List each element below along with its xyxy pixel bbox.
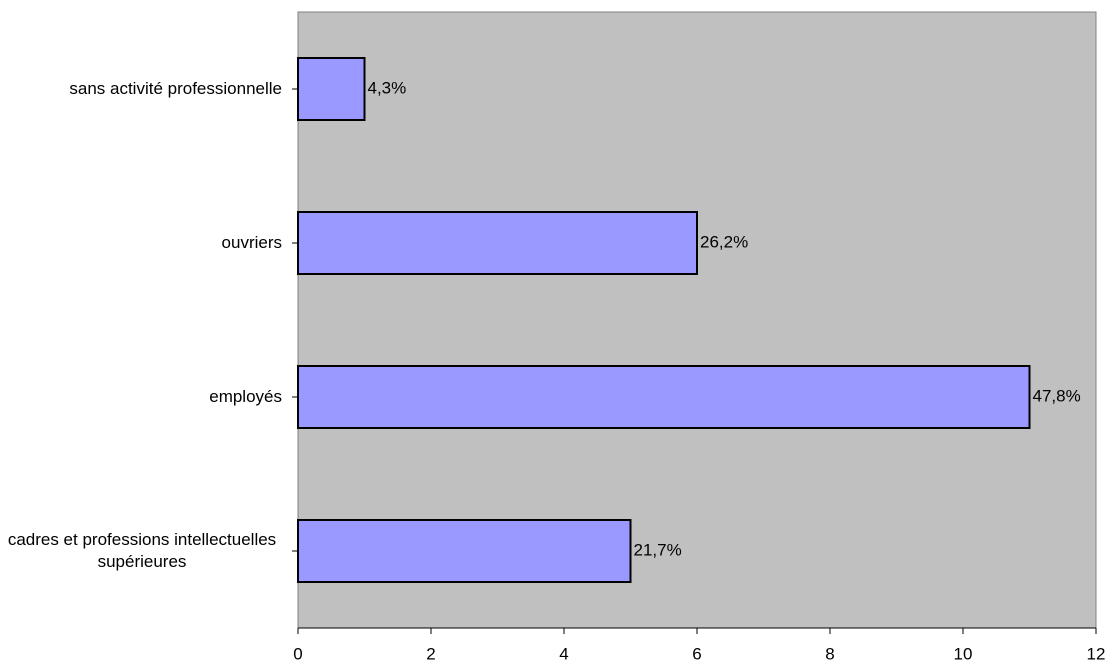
value-label: 26,2% [700, 232, 748, 251]
bar [297, 211, 698, 275]
value-label: 21,7% [634, 540, 682, 559]
x-tick-label: 0 [293, 644, 302, 663]
y-tick-label: sans activité professionnelle [69, 79, 282, 98]
x-tick-label: 2 [426, 644, 435, 663]
value-label: 47,8% [1033, 386, 1081, 405]
y-tick-label: ouvriers [221, 233, 282, 252]
x-tick-label: 4 [559, 644, 568, 663]
value-label: 4,3% [368, 78, 407, 97]
x-tick-label: 8 [825, 644, 834, 663]
bar [297, 365, 1031, 429]
bar [297, 519, 632, 583]
x-tick-label: 12 [1087, 644, 1106, 663]
y-tick-label: employés [209, 387, 282, 406]
x-tick-label: 10 [954, 644, 973, 663]
x-tick-label: 6 [692, 644, 701, 663]
y-tick-label: cadres et professions intellectuelles su… [7, 530, 277, 571]
bar [297, 57, 366, 121]
